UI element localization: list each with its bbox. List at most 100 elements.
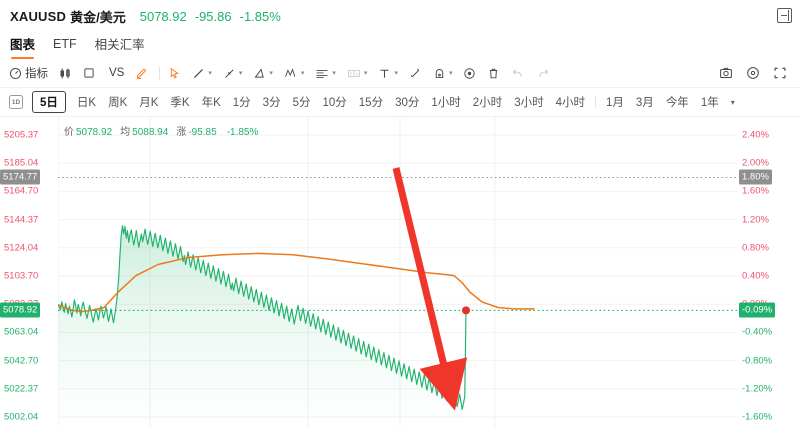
price-area-fill xyxy=(58,225,466,427)
prev-close-price-badge: 5174.77 xyxy=(0,169,41,185)
brush-icon xyxy=(224,68,234,78)
toolbar-divider xyxy=(159,66,161,80)
indicators-label: 指标 xyxy=(25,68,48,80)
period-4hour[interactable]: 4小时 xyxy=(555,97,585,109)
compare-button[interactable]: VS xyxy=(106,67,124,79)
indicators-button[interactable]: 指标 xyxy=(9,65,48,81)
chart-info-legend: 价 5078.92 均 5088.94 涨 -95.85 -1.85% xyxy=(64,123,266,138)
channel-tool[interactable]: ▾ xyxy=(315,67,336,80)
period-weekly[interactable]: 周K xyxy=(108,97,128,109)
period-1year[interactable]: 1年 xyxy=(700,97,719,109)
section-tabs: 图表 ETF 相关汇率 xyxy=(0,33,800,59)
price-tick-label: 5124.04 xyxy=(4,242,39,254)
price-tick-label: 5205.37 xyxy=(4,129,39,141)
cursor-tool[interactable] xyxy=(168,67,181,80)
candle-style-button[interactable] xyxy=(59,67,72,80)
cursor-arrow-icon xyxy=(171,67,180,79)
trendline-tool[interactable]: ▾ xyxy=(192,67,212,80)
percent-tick-label: -0.80% xyxy=(742,354,773,366)
period-1hour[interactable]: 1小时 xyxy=(431,97,461,109)
chevron-down-icon[interactable]: ▾ xyxy=(300,69,305,77)
period-divider xyxy=(595,96,596,108)
quote-header: XAUUSD 黄金/美元 5078.92 -95.86 -1.85% xyxy=(0,0,800,33)
magnet-tool[interactable] xyxy=(409,67,422,80)
period-1month[interactable]: 1月 xyxy=(606,97,624,109)
period-3hour[interactable]: 3小时 xyxy=(514,97,544,109)
period-2hour[interactable]: 2小时 xyxy=(472,97,503,109)
settings-button[interactable] xyxy=(746,66,760,80)
lock-drawings-tool[interactable]: ▾ xyxy=(433,67,453,80)
price-tick-label: 5103.70 xyxy=(4,270,39,282)
chevron-down-icon[interactable]: ▾ xyxy=(730,97,735,107)
price-tick-label: 5144.37 xyxy=(4,213,39,225)
period-monthly[interactable]: 月K xyxy=(139,97,159,109)
chevron-down-icon[interactable]: ▾ xyxy=(208,69,212,77)
period-30min[interactable]: 30分 xyxy=(395,97,420,109)
tab-chart[interactable]: 图表 xyxy=(10,34,35,59)
legend-price-key: 价 xyxy=(64,127,74,138)
redo-icon xyxy=(539,68,549,77)
chart-area: 价 5078.92 均 5088.94 涨 -95.85 -1.85% xyxy=(0,117,800,427)
snapshot-button[interactable] xyxy=(719,66,733,80)
square-icon xyxy=(84,68,94,78)
period-5min[interactable]: 5分 xyxy=(292,97,311,109)
percent-tick-label: 1.60% xyxy=(742,185,769,197)
compare-label: VS xyxy=(109,67,125,79)
period-5d[interactable]: 5日 xyxy=(32,91,66,113)
gauge-icon xyxy=(9,67,22,79)
fullscreen-icon xyxy=(774,67,786,79)
eye-icon xyxy=(464,67,476,79)
chart-svg xyxy=(58,117,737,427)
visibility-button[interactable] xyxy=(463,67,476,80)
chevron-down-icon[interactable]: ▾ xyxy=(394,69,398,77)
price-tick-label: 5164.70 xyxy=(4,185,39,197)
period-quarterly[interactable]: 季K xyxy=(170,97,190,109)
tab-related-fx[interactable]: 相关汇率 xyxy=(94,38,145,52)
chart-plot[interactable] xyxy=(58,117,737,427)
period-ytd[interactable]: 今年 xyxy=(665,97,689,109)
price-change-percent: -1.85% xyxy=(239,9,281,24)
price-change: -95.86 xyxy=(194,9,232,24)
period-daily[interactable]: 日K xyxy=(76,97,97,109)
panel-toggle-icon[interactable] xyxy=(777,8,792,23)
undo-icon xyxy=(513,68,523,77)
percent-tick-label: 1.20% xyxy=(742,213,769,225)
magnet-icon xyxy=(410,68,420,77)
chart-type-button[interactable] xyxy=(83,67,95,79)
period-bar: 1D 5日 日K 周K 月K 季K 年K 1分 3分 5分 10分 15分 30… xyxy=(0,88,800,117)
percent-axis-right[interactable]: 2.40%2.00%1.60%1.20%0.80%0.40%0.00%-0.40… xyxy=(737,117,800,427)
period-3min[interactable]: 3分 xyxy=(262,97,281,109)
moving-average-line xyxy=(58,252,535,313)
period-15min[interactable]: 15分 xyxy=(358,97,384,109)
gear-icon xyxy=(747,67,759,79)
chevron-down-icon[interactable]: ▾ xyxy=(363,69,368,77)
candlestick-icon xyxy=(60,68,70,78)
chevron-down-icon[interactable]: ▾ xyxy=(238,69,243,77)
fullscreen-button[interactable] xyxy=(773,66,787,80)
fibonacci-tool[interactable]: ▾ xyxy=(347,67,368,80)
text-tool[interactable]: ▾ xyxy=(378,67,398,80)
chevron-down-icon[interactable]: ▾ xyxy=(269,69,273,77)
period-yearly[interactable]: 年K xyxy=(201,97,221,109)
delete-button[interactable] xyxy=(487,67,500,80)
wave-tool[interactable]: ▾ xyxy=(284,67,305,80)
tab-etf[interactable]: ETF xyxy=(53,36,77,51)
current-price-badge: 5078.92 xyxy=(0,302,41,318)
period-1min[interactable]: 1分 xyxy=(232,97,251,109)
zigzag-icon xyxy=(285,67,296,77)
chevron-down-icon[interactable]: ▾ xyxy=(448,69,453,77)
1d-icon[interactable]: 1D xyxy=(9,95,23,109)
highlighter-tool[interactable] xyxy=(135,67,148,80)
parallel-lines-icon xyxy=(316,69,328,78)
price-tick-label: 5185.04 xyxy=(4,157,39,169)
price-axis-left[interactable]: 5205.37 5185.04 5164.70 5144.37 5124.04 5103.… xyxy=(0,117,58,427)
angle-tool[interactable]: ▾ xyxy=(253,67,273,80)
period-3month[interactable]: 3月 xyxy=(635,97,654,109)
symbol-name: 黄金/美元 xyxy=(70,10,126,25)
redo-button[interactable] xyxy=(536,67,550,80)
undo-button[interactable] xyxy=(511,67,525,80)
period-10min[interactable]: 10分 xyxy=(322,97,347,109)
brush-tool[interactable]: ▾ xyxy=(223,67,243,80)
chevron-down-icon[interactable]: ▾ xyxy=(332,69,336,77)
